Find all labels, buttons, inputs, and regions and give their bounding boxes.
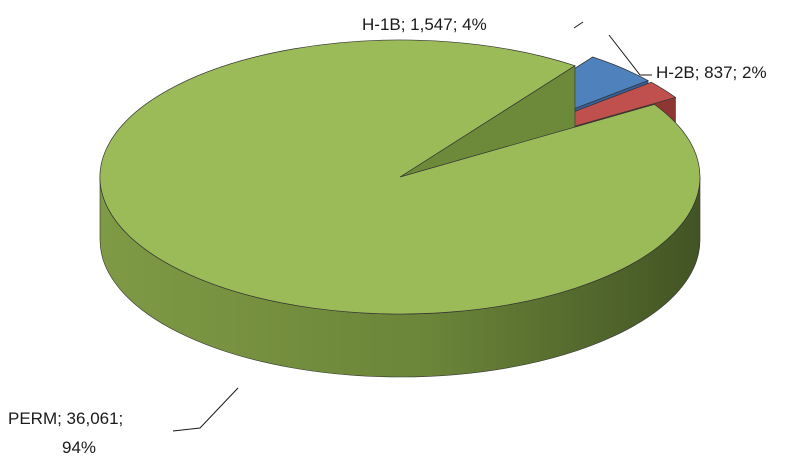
leader-line-h-2b <box>608 34 652 76</box>
leader-line-h-1b <box>573 21 584 29</box>
data-label-h-1b-line-1: H-1B; 1,547; 4% <box>362 15 487 34</box>
data-label-h-2b-line-1: H-2B; 837; 2% <box>656 63 767 82</box>
leader-line-perm <box>172 387 239 432</box>
data-label-perm-line-1: PERM; 36,061; <box>8 409 123 428</box>
data-label-h-2b: H-2B; 837; 2% <box>656 63 767 82</box>
data-label-perm: PERM; 36,061; 94% <box>8 409 123 457</box>
data-label-h-1b: H-1B; 1,547; 4% <box>362 15 487 34</box>
pie-slices <box>99 39 701 378</box>
data-labels: PERM; 36,061; 94% H-1B; 1,547; 4% H-2B; 837… <box>8 15 767 457</box>
slice-perm <box>99 39 701 315</box>
data-label-perm-line-2: 94% <box>62 438 96 457</box>
